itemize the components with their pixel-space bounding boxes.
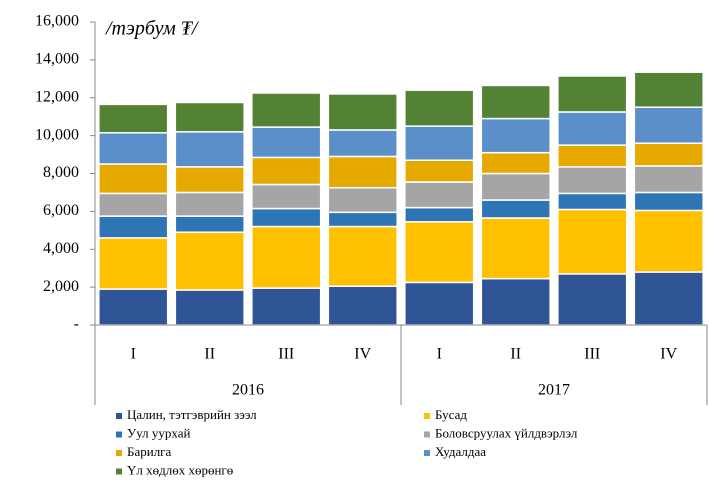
- bar-segment: [557, 111, 628, 146]
- legend-marker: [116, 450, 122, 456]
- bar-segment: [98, 103, 169, 134]
- bar-segment: [557, 75, 628, 113]
- bar-segment: [98, 288, 169, 326]
- x-tick-label: I: [131, 346, 136, 363]
- bar-segment: [557, 208, 628, 275]
- bar-segment: [174, 289, 245, 326]
- legend-label: Уул уурхай: [127, 425, 190, 440]
- bar-segment: [327, 186, 398, 214]
- legend-marker: [424, 450, 430, 456]
- bar-segment: [251, 92, 322, 128]
- x-tick-label: III: [584, 346, 600, 363]
- bar-segment: [251, 287, 322, 326]
- legend-label: Цалин, тэтгэврийн зээл: [127, 407, 257, 422]
- bar-segment: [327, 129, 398, 158]
- group-label: 2017: [538, 382, 570, 399]
- y-tick-label: 2,000: [43, 278, 79, 295]
- bar-segment: [98, 237, 169, 290]
- bar-segment: [404, 281, 475, 326]
- bar-segment: [557, 144, 628, 168]
- bar-segment: [174, 166, 245, 194]
- bar-segment: [404, 159, 475, 183]
- y-tick-label: -: [74, 316, 79, 333]
- bar-segment: [98, 163, 169, 195]
- bar-segment: [633, 271, 704, 326]
- bar-segment: [404, 125, 475, 161]
- y-tick-label: 12,000: [35, 88, 79, 105]
- group-label: 2016: [232, 382, 264, 399]
- x-tick-label: IV: [660, 346, 677, 363]
- legend-marker: [116, 468, 122, 475]
- y-tick-label: 10,000: [35, 126, 79, 143]
- bar-segment: [251, 156, 322, 186]
- bar-segment: [251, 183, 322, 210]
- y-tick-label: 4,000: [43, 240, 79, 257]
- bar-segment: [633, 71, 704, 108]
- bar-segment: [480, 117, 551, 154]
- bar-segment: [557, 192, 628, 211]
- bar-segment: [327, 93, 398, 131]
- bar-segment: [633, 106, 704, 144]
- legend-marker: [424, 413, 430, 419]
- bar-segment: [251, 207, 322, 228]
- bar-segment: [174, 231, 245, 291]
- y-tick-label: 8,000: [43, 164, 79, 181]
- legend-label: Барилга: [127, 444, 172, 459]
- bar-segment: [480, 277, 551, 326]
- legend-marker: [116, 431, 122, 438]
- bar-segment: [327, 211, 398, 228]
- bar-segment: [404, 89, 475, 127]
- bar-segment: [98, 192, 169, 217]
- y-tick-label: 14,000: [35, 51, 79, 68]
- bar-segment: [480, 84, 551, 120]
- bar-segment: [327, 285, 398, 326]
- bar-segment: [480, 217, 551, 280]
- x-tick-label: IV: [354, 346, 371, 363]
- x-tick-label: II: [510, 346, 521, 363]
- bar-segment: [633, 209, 704, 273]
- bar-segment: [251, 225, 322, 289]
- bar-segment: [633, 142, 704, 167]
- bar-segment: [327, 225, 398, 287]
- legend-label: Бусад: [435, 407, 467, 422]
- bar-segment: [480, 172, 551, 201]
- x-tick-label: II: [204, 346, 215, 363]
- x-tick-label: I: [437, 346, 442, 363]
- bar-segment: [557, 273, 628, 326]
- bar-segment: [480, 199, 551, 219]
- legend-marker: [424, 431, 430, 438]
- bar-segment: [404, 206, 475, 223]
- bar-segment: [174, 131, 245, 168]
- x-tick-label: III: [278, 346, 294, 363]
- bar-segment: [633, 165, 704, 194]
- bar-segment: [633, 191, 704, 212]
- bar-segment: [251, 126, 322, 159]
- bar-segment: [98, 132, 169, 165]
- annotation: /тэрбум ₮/: [105, 18, 200, 40]
- bar-segment: [174, 191, 245, 217]
- legend-label: Үл хөдлөх хөрөнгө: [127, 462, 233, 477]
- legend-label: Худалдаа: [435, 444, 486, 459]
- bar-segment: [480, 151, 551, 175]
- bar-segment: [98, 215, 169, 239]
- bar-segment: [174, 101, 245, 133]
- legend-label: Боловсруулах үйлдвэрлэл: [435, 425, 578, 440]
- y-tick-label: 16,000: [35, 13, 79, 30]
- legend-marker: [116, 413, 122, 419]
- bar-segment: [404, 221, 475, 284]
- bar-segment: [327, 155, 398, 189]
- bar-segment: [557, 166, 628, 195]
- bar-segment: [404, 181, 475, 209]
- bar-segment: [174, 215, 245, 233]
- y-tick-label: 6,000: [43, 202, 79, 219]
